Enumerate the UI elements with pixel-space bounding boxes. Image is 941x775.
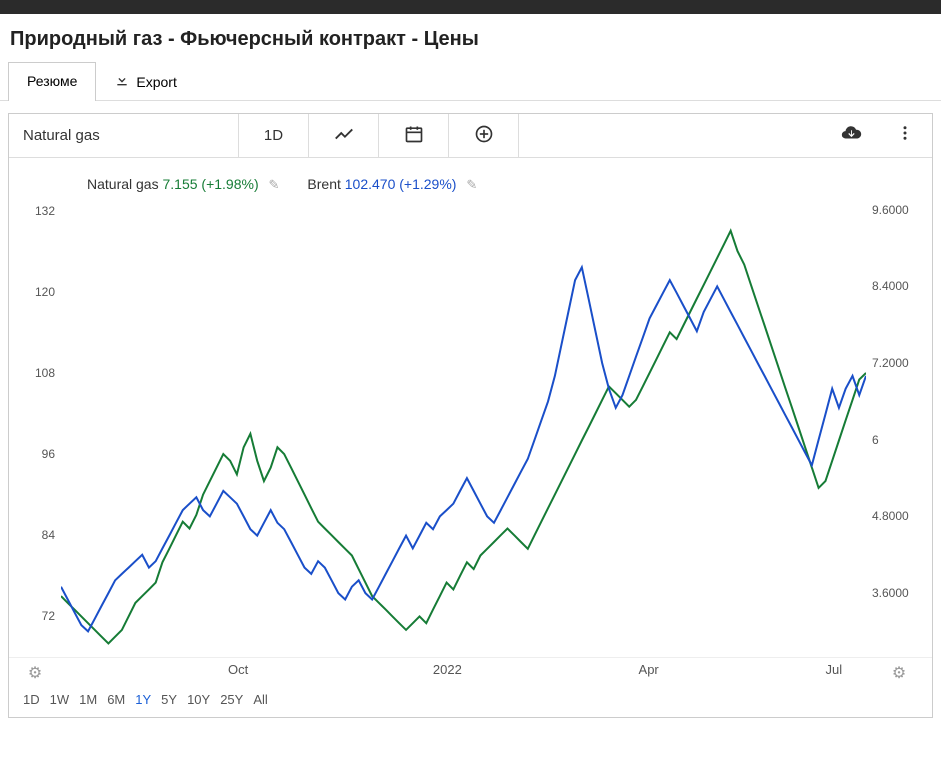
more-vertical-icon	[896, 124, 914, 147]
symbol-selector[interactable]: Natural gas	[9, 114, 239, 157]
y-axis-right: 3.6000 4.8000 6 7.2000 8.4000 9.6000	[866, 197, 932, 657]
timeframe-1d[interactable]: 1D	[23, 692, 40, 707]
y-right-tick: 6	[872, 433, 879, 447]
x-tick: Jul	[825, 662, 842, 677]
timeframe-6m[interactable]: 6M	[107, 692, 125, 707]
timeframe-10y[interactable]: 10Y	[187, 692, 210, 707]
interval-button[interactable]: 1D	[239, 114, 309, 157]
legend-b-value: 102.470 (+1.29%)	[345, 176, 457, 192]
export-button[interactable]: Export	[96, 62, 194, 101]
y-right-tick: 8.4000	[872, 279, 909, 293]
tabs-row: Резюме Export	[0, 61, 941, 101]
timeframe-1w[interactable]: 1W	[50, 692, 70, 707]
more-menu-button[interactable]	[878, 114, 932, 157]
pencil-icon[interactable]: ✎	[269, 177, 280, 192]
download-chart-button[interactable]	[824, 114, 878, 157]
y-left-tick: 72	[42, 609, 55, 623]
y-right-tick: 9.6000	[872, 203, 909, 217]
y-left-tick: 108	[35, 366, 55, 380]
timeframe-25y[interactable]: 25Y	[220, 692, 243, 707]
chart-legend: Natural gas 7.155 (+1.98%) ✎ Brent 102.4…	[9, 158, 932, 197]
x-axis-labels: Oct 2022 Apr Jul	[61, 662, 866, 684]
settings-left-button[interactable]: ⚙	[9, 663, 61, 683]
add-button[interactable]	[449, 114, 519, 157]
timeframe-all[interactable]: All	[253, 692, 267, 707]
y-right-tick: 3.6000	[872, 586, 909, 600]
chart-body: 72 84 96 108 120 132 3.6000 4.8000 6 7.2000 8.400…	[9, 197, 932, 657]
chart-type-button[interactable]	[309, 114, 379, 157]
y-left-tick: 96	[42, 447, 55, 461]
chart-card: Natural gas 1D	[8, 113, 933, 718]
plus-circle-icon	[474, 124, 494, 148]
settings-right-button[interactable]: ⚙	[866, 663, 932, 683]
timeframe-row: 1D 1W 1M 6M 1Y 5Y 10Y 25Y All	[9, 686, 932, 717]
timeframe-5y[interactable]: 5Y	[161, 692, 177, 707]
series-natural-gas	[61, 267, 866, 631]
y-left-tick: 84	[42, 528, 55, 542]
x-tick: Oct	[228, 662, 248, 677]
y-left-tick: 120	[35, 285, 55, 299]
top-dark-bar	[0, 0, 941, 14]
legend-b-name: Brent	[307, 176, 340, 192]
date-range-button[interactable]	[379, 114, 449, 157]
chart-toolbar: Natural gas 1D	[9, 114, 932, 158]
page-title: Природный газ - Фьючерсный контракт - Це…	[0, 14, 941, 61]
legend-a-value: 7.155 (+1.98%)	[162, 176, 258, 192]
timeframe-1m[interactable]: 1M	[79, 692, 97, 707]
gear-icon: ⚙	[892, 665, 906, 682]
series-brent	[61, 231, 866, 644]
y-axis-left: 72 84 96 108 120 132	[9, 197, 61, 657]
tab-resume[interactable]: Резюме	[8, 62, 96, 101]
calendar-icon	[404, 124, 424, 148]
legend-series-b: Brent 102.470 (+1.29%) ✎	[307, 176, 477, 193]
plot-area[interactable]	[61, 197, 866, 657]
cloud-download-icon	[840, 122, 862, 149]
line-chart-icon	[333, 123, 355, 149]
y-right-tick: 4.8000	[872, 509, 909, 523]
gear-icon: ⚙	[28, 665, 42, 682]
timeframe-1y[interactable]: 1Y	[135, 692, 151, 707]
legend-series-a: Natural gas 7.155 (+1.98%) ✎	[87, 176, 279, 193]
y-right-tick: 7.2000	[872, 356, 909, 370]
y-left-tick: 132	[35, 204, 55, 218]
x-tick: 2022	[433, 662, 462, 677]
export-label: Export	[136, 74, 176, 90]
pencil-icon[interactable]: ✎	[466, 177, 477, 192]
legend-a-name: Natural gas	[87, 176, 159, 192]
x-tick: Apr	[639, 662, 659, 677]
chart-footer: ⚙ Oct 2022 Apr Jul ⚙	[9, 657, 932, 686]
download-icon	[114, 72, 130, 91]
